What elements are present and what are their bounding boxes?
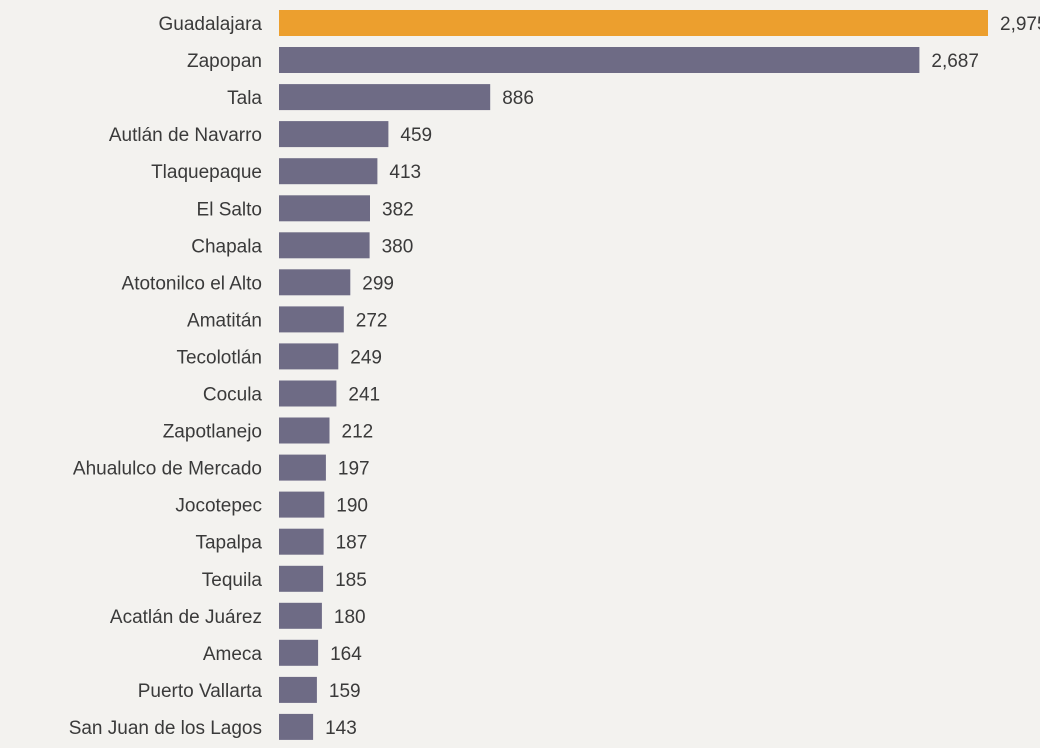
category-label: Ahualulco de Mercado: [73, 459, 262, 480]
bar: [279, 417, 330, 444]
bar: [279, 602, 322, 629]
value-label: 2,687: [931, 51, 979, 72]
bar: [279, 47, 920, 73]
category-label: Tequila: [202, 570, 263, 591]
category-label: El Salto: [197, 199, 262, 220]
category-label: Cocula: [203, 385, 263, 406]
category-label: Tapalpa: [195, 533, 262, 554]
value-label: 197: [338, 459, 370, 480]
category-label: Tala: [227, 88, 262, 109]
category-label: Guadalajara: [158, 14, 262, 35]
bar: [279, 713, 314, 740]
value-label: 886: [502, 88, 534, 109]
value-label: 159: [329, 681, 361, 702]
bar: [279, 84, 491, 111]
category-label: San Juan de los Lagos: [69, 718, 262, 739]
value-label: 180: [334, 607, 366, 628]
category-label: Atotonilco el Alto: [122, 273, 262, 294]
value-label: 164: [330, 644, 362, 665]
bar: [279, 158, 378, 185]
bar: [279, 306, 344, 333]
category-label: Ameca: [203, 644, 263, 665]
category-label: Zapotlanejo: [163, 422, 262, 443]
bar: [279, 121, 389, 148]
value-label: 299: [362, 273, 394, 294]
value-label: 190: [336, 496, 368, 517]
bar: [279, 380, 337, 407]
category-label: Amatitán: [187, 310, 262, 331]
bar: [279, 565, 324, 592]
bar: [279, 491, 325, 518]
bar: [279, 269, 351, 296]
category-label: Puerto Vallarta: [138, 681, 263, 702]
value-label: 413: [389, 162, 421, 183]
category-label: Acatlán de Juárez: [110, 607, 262, 628]
bar: [279, 639, 319, 666]
category-label: Chapala: [191, 236, 262, 257]
value-label: 187: [336, 533, 368, 554]
value-label: 212: [342, 422, 374, 443]
category-label: Tecolotlán: [176, 347, 262, 368]
value-label: 241: [348, 385, 380, 406]
value-label: 382: [382, 199, 414, 220]
value-label: 272: [356, 310, 388, 331]
value-label: 459: [400, 125, 432, 146]
bar: [279, 676, 317, 703]
bar: [279, 454, 326, 481]
value-label: 2,975: [1000, 14, 1040, 35]
bar: [279, 343, 339, 370]
value-label: 380: [382, 236, 414, 257]
value-label: 249: [350, 347, 382, 368]
bar: [279, 232, 370, 259]
bar: [279, 10, 988, 36]
bar: [279, 528, 324, 555]
bar: [279, 195, 370, 222]
value-label: 185: [335, 570, 367, 591]
category-label: Autlán de Navarro: [109, 125, 262, 146]
category-label: Zapopan: [187, 51, 262, 72]
value-label: 143: [325, 718, 357, 739]
category-label: Jocotepec: [175, 496, 262, 517]
category-label: Tlaquepaque: [151, 162, 262, 183]
